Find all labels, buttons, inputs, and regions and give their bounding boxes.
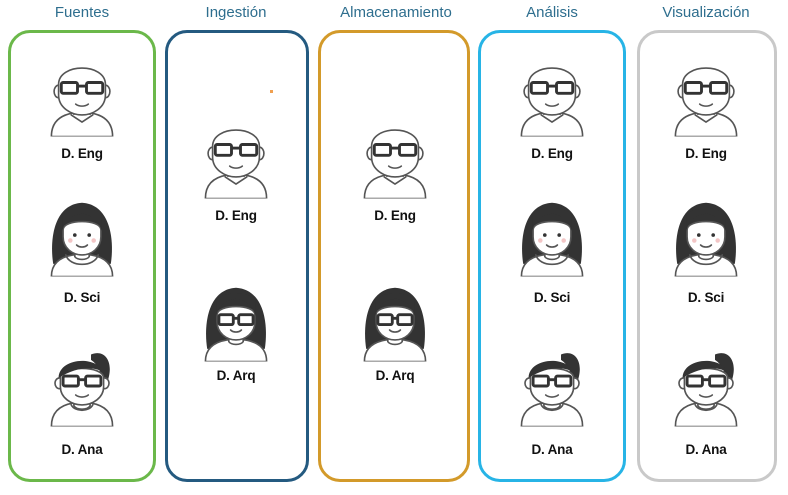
person-label: D. Arq [216,368,256,383]
long-hair-woman-icon [670,188,742,284]
bald-glasses-man-icon [516,48,588,144]
person-label: D. Arq [375,368,415,383]
person-card: D. Eng [37,48,127,161]
column-box-analisis [478,30,626,482]
long-hair-glasses-woman-icon [359,276,431,366]
column-title-almacenamiento: Almacenamiento [340,4,452,21]
person-label: D. Eng [374,208,416,223]
person-label: D. Ana [685,442,727,457]
person-card: D. Sci [661,188,751,305]
person-label: D. Sci [63,290,101,305]
person-label: D. Ana [61,442,103,457]
person-label: D. Eng [61,146,103,161]
column-title-visualizacion: Visualización [662,4,750,21]
column-title-analisis: Análisis [526,4,578,21]
person-card: D. Sci [507,188,597,305]
person-label: D. Eng [685,146,727,161]
person-card: D. Eng [661,48,751,161]
person-card: D. Arq [191,276,281,383]
bald-glasses-man-icon [200,110,272,206]
long-hair-glasses-woman-icon [200,276,272,366]
ponytail-glasses-woman-icon [670,332,742,440]
column-box-fuentes [8,30,156,482]
person-label: D. Sci [687,290,725,305]
long-hair-woman-icon [46,188,118,284]
column-box-almacenamiento [318,30,470,482]
person-card: D. Sci [37,188,127,305]
person-label: D. Ana [531,442,573,457]
column-box-ingestion [165,30,309,482]
person-card: D. Eng [507,48,597,161]
person-label: D. Eng [531,146,573,161]
long-hair-woman-icon [516,188,588,284]
person-label: D. Eng [215,208,257,223]
person-card: D. Eng [350,110,440,223]
bald-glasses-man-icon [46,48,118,144]
ponytail-glasses-woman-icon [516,332,588,440]
column-title-fuentes: Fuentes [54,4,110,21]
column-title-ingestion: Ingestión [205,4,267,21]
person-card: D. Ana [661,332,751,457]
bald-glasses-man-icon [670,48,742,144]
person-card: D. Arq [350,276,440,383]
stray-dot [270,90,273,93]
person-card: D. Ana [507,332,597,457]
person-label: D. Sci [533,290,571,305]
person-card: D. Eng [191,110,281,223]
ponytail-glasses-woman-icon [46,332,118,440]
column-box-visualizacion [637,30,777,482]
person-card: D. Ana [37,332,127,457]
bald-glasses-man-icon [359,110,431,206]
